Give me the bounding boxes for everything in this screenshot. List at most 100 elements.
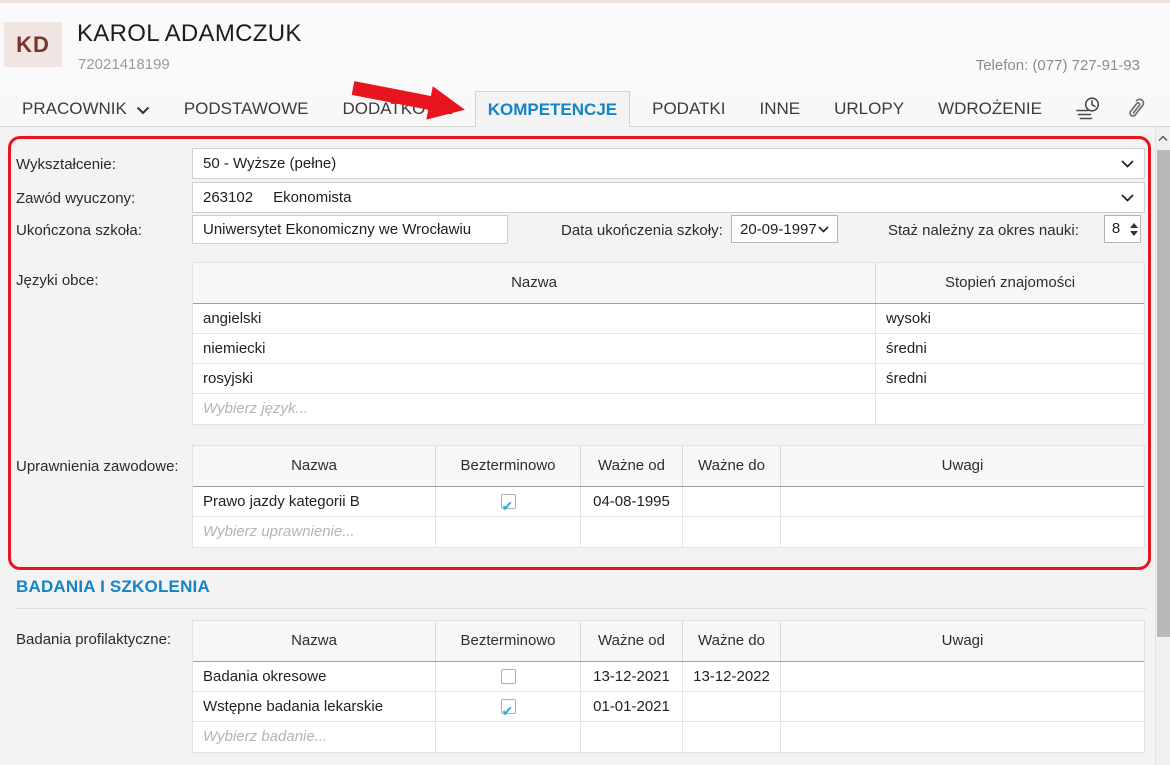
empty-cell[interactable] <box>683 722 781 752</box>
data-ukonczenia-select[interactable]: 20-09-1997 <box>731 215 838 243</box>
col-header-stopien: Stopień znajomości <box>944 274 1076 291</box>
paperclip-icon[interactable] <box>1112 91 1158 126</box>
scrollbar-thumb[interactable] <box>1157 150 1170 637</box>
language-level[interactable]: średni <box>886 340 927 357</box>
language-name[interactable]: niemiecki <box>193 334 876 363</box>
col-header-nazwa: Nazwa <box>193 621 436 661</box>
chevron-down-icon <box>1121 193 1134 202</box>
label-staz-nalezny: Staż należny za okres nauki: <box>888 222 1079 239</box>
qualifications-table: Nazwa Bezterminowo Ważne od Ważne do Uwa… <box>192 445 1145 548</box>
examination-picker-placeholder[interactable]: Wybierz badanie... <box>193 722 436 752</box>
wyksztalcenie-value: 50 - Wyższe (pełne) <box>203 155 337 172</box>
qualification-row[interactable]: Prawo jazdy kategorii B 04-08-1995 <box>193 487 1144 517</box>
examination-notes[interactable] <box>781 662 1144 691</box>
empty-cell[interactable] <box>581 517 683 547</box>
data-ukonczenia-value: 20-09-1997 <box>740 220 817 238</box>
col-header-bezterminowo: Bezterminowo <box>436 446 581 486</box>
tab-podatki[interactable]: PODATKI <box>652 98 726 118</box>
examination-valid-to[interactable]: 13-12-2022 <box>683 662 781 691</box>
ukonczona-szkola-input[interactable]: Uniwersytet Ekonomiczny we Wrocławiu <box>192 215 508 244</box>
empty-cell[interactable] <box>436 722 581 752</box>
language-name[interactable]: angielski <box>193 304 876 333</box>
wyksztalcenie-select[interactable]: 50 - Wyższe (pełne) <box>192 148 1145 179</box>
examination-indefinite-cell[interactable] <box>436 692 581 721</box>
qualification-picker-placeholder[interactable]: Wybierz uprawnienie... <box>193 517 436 547</box>
language-picker-placeholder[interactable]: Wybierz język... <box>193 394 876 424</box>
col-header-wazne-od: Ważne od <box>581 621 683 661</box>
empty-cell[interactable] <box>581 722 683 752</box>
bezterminowo-checkbox[interactable] <box>500 697 516 721</box>
bezterminowo-checkbox[interactable] <box>500 492 516 516</box>
label-ukonczona-szkola: Ukończona szkoła: <box>16 222 142 239</box>
tab-wdrozenie[interactable]: WDROŻENIE <box>938 98 1042 118</box>
language-row[interactable]: rosyjski średni <box>193 364 1144 394</box>
bezterminowo-checkbox[interactable] <box>500 669 516 684</box>
col-header-bezterminowo: Bezterminowo <box>436 621 581 661</box>
examination-add-row[interactable]: Wybierz badanie... <box>193 722 1144 752</box>
examination-valid-to[interactable] <box>683 692 781 721</box>
languages-table-header: Nazwa Stopień znajomości <box>193 263 1144 304</box>
label-jezyki-obce: Języki obce: <box>16 272 99 289</box>
qualification-name[interactable]: Prawo jazdy kategorii B <box>193 487 436 516</box>
chevron-down-icon <box>818 225 829 233</box>
ukonczona-szkola-value: Uniwersytet Ekonomiczny we Wrocławiu <box>203 221 472 238</box>
label-wyksztalcenie: Wykształcenie: <box>16 156 116 173</box>
avatar: KD <box>4 22 62 67</box>
zawod-code: 263102 <box>203 189 254 206</box>
languages-table: Nazwa Stopień znajomości angielski wysok… <box>192 262 1145 425</box>
col-header-uwagi: Uwagi <box>941 457 984 474</box>
tab-kompetencje[interactable]: KOMPETENCJE <box>474 91 631 127</box>
col-header-wazne-do: Ważne do <box>683 621 781 661</box>
employee-header: KD KAROL ADAMCZUK 72021418199 Telefon: (… <box>0 3 1170 91</box>
qualification-add-row[interactable]: Wybierz uprawnienie... <box>193 517 1144 547</box>
col-header-wazne-od: Ważne od <box>581 446 683 486</box>
examination-name[interactable]: Wstępne badania lekarskie <box>193 692 436 721</box>
examination-notes[interactable] <box>781 692 1144 721</box>
staz-spinner[interactable]: 8 <box>1104 215 1141 243</box>
label-zawod-wyuczony: Zawód wyuczony: <box>16 190 136 207</box>
col-header-nazwa: Nazwa <box>193 446 436 486</box>
language-level-empty[interactable] <box>876 394 1144 424</box>
qualification-valid-from[interactable]: 04-08-1995 <box>581 487 683 516</box>
examination-row[interactable]: Wstępne badania lekarskie 01-01-2021 <box>193 692 1144 722</box>
empty-cell[interactable] <box>781 722 1144 752</box>
language-level[interactable]: średni <box>886 370 927 387</box>
menu-pracownik[interactable]: PRACOWNIK <box>10 91 162 126</box>
window-top-strip <box>0 0 1170 3</box>
qualification-notes[interactable] <box>781 487 1144 516</box>
examination-row[interactable]: Badania okresowe 13-12-2021 13-12-2022 <box>193 662 1144 692</box>
history-icon[interactable] <box>1064 91 1112 126</box>
zawod-wyuczony-select[interactable]: 263102 Ekonomista <box>192 182 1145 213</box>
language-level[interactable]: wysoki <box>886 310 932 327</box>
examination-indefinite-cell[interactable] <box>436 662 581 691</box>
col-header-uwagi: Uwagi <box>941 632 984 649</box>
language-row[interactable]: angielski wysoki <box>193 304 1144 334</box>
spinner-down-icon[interactable] <box>1129 230 1138 236</box>
label-uprawnienia-zawodowe: Uprawnienia zawodowe: <box>16 458 179 475</box>
examination-valid-from[interactable]: 13-12-2021 <box>581 662 683 691</box>
language-row[interactable]: niemiecki średni <box>193 334 1144 364</box>
tab-inne[interactable]: INNE <box>759 98 801 118</box>
label-data-ukonczenia: Data ukończenia szkoły: <box>561 222 723 239</box>
empty-cell[interactable] <box>436 517 581 547</box>
qualification-indefinite-cell[interactable] <box>436 487 581 516</box>
scrollbar[interactable] <box>1155 127 1170 765</box>
staz-value: 8 <box>1111 220 1121 237</box>
empty-cell[interactable] <box>683 517 781 547</box>
qualification-valid-to[interactable] <box>683 487 781 516</box>
tab-urlopy[interactable]: URLOPY <box>834 98 905 118</box>
tab-podstawowe[interactable]: PODSTAWOWE <box>183 98 309 118</box>
menu-pracownik-label: PRACOWNIK <box>22 98 127 118</box>
spinner-up-icon[interactable] <box>1129 222 1138 228</box>
chevron-down-icon <box>1121 159 1134 168</box>
examination-name[interactable]: Badania okresowe <box>193 662 436 691</box>
language-name[interactable]: rosyjski <box>193 364 876 393</box>
tab-bar: PRACOWNIK PODSTAWOWE DODATKOWE KOMPETENC… <box>0 91 1170 127</box>
examinations-table-header: Nazwa Bezterminowo Ważne od Ważne do Uwa… <box>193 621 1144 662</box>
language-add-row[interactable]: Wybierz język... <box>193 394 1144 424</box>
scroll-up-button[interactable] <box>1156 130 1170 146</box>
examination-valid-from[interactable]: 01-01-2021 <box>581 692 683 721</box>
empty-cell[interactable] <box>781 517 1144 547</box>
tab-dodatkowe[interactable]: DODATKOWE <box>342 98 453 118</box>
section-title-badania: BADANIA I SZKOLENIA <box>16 577 210 596</box>
